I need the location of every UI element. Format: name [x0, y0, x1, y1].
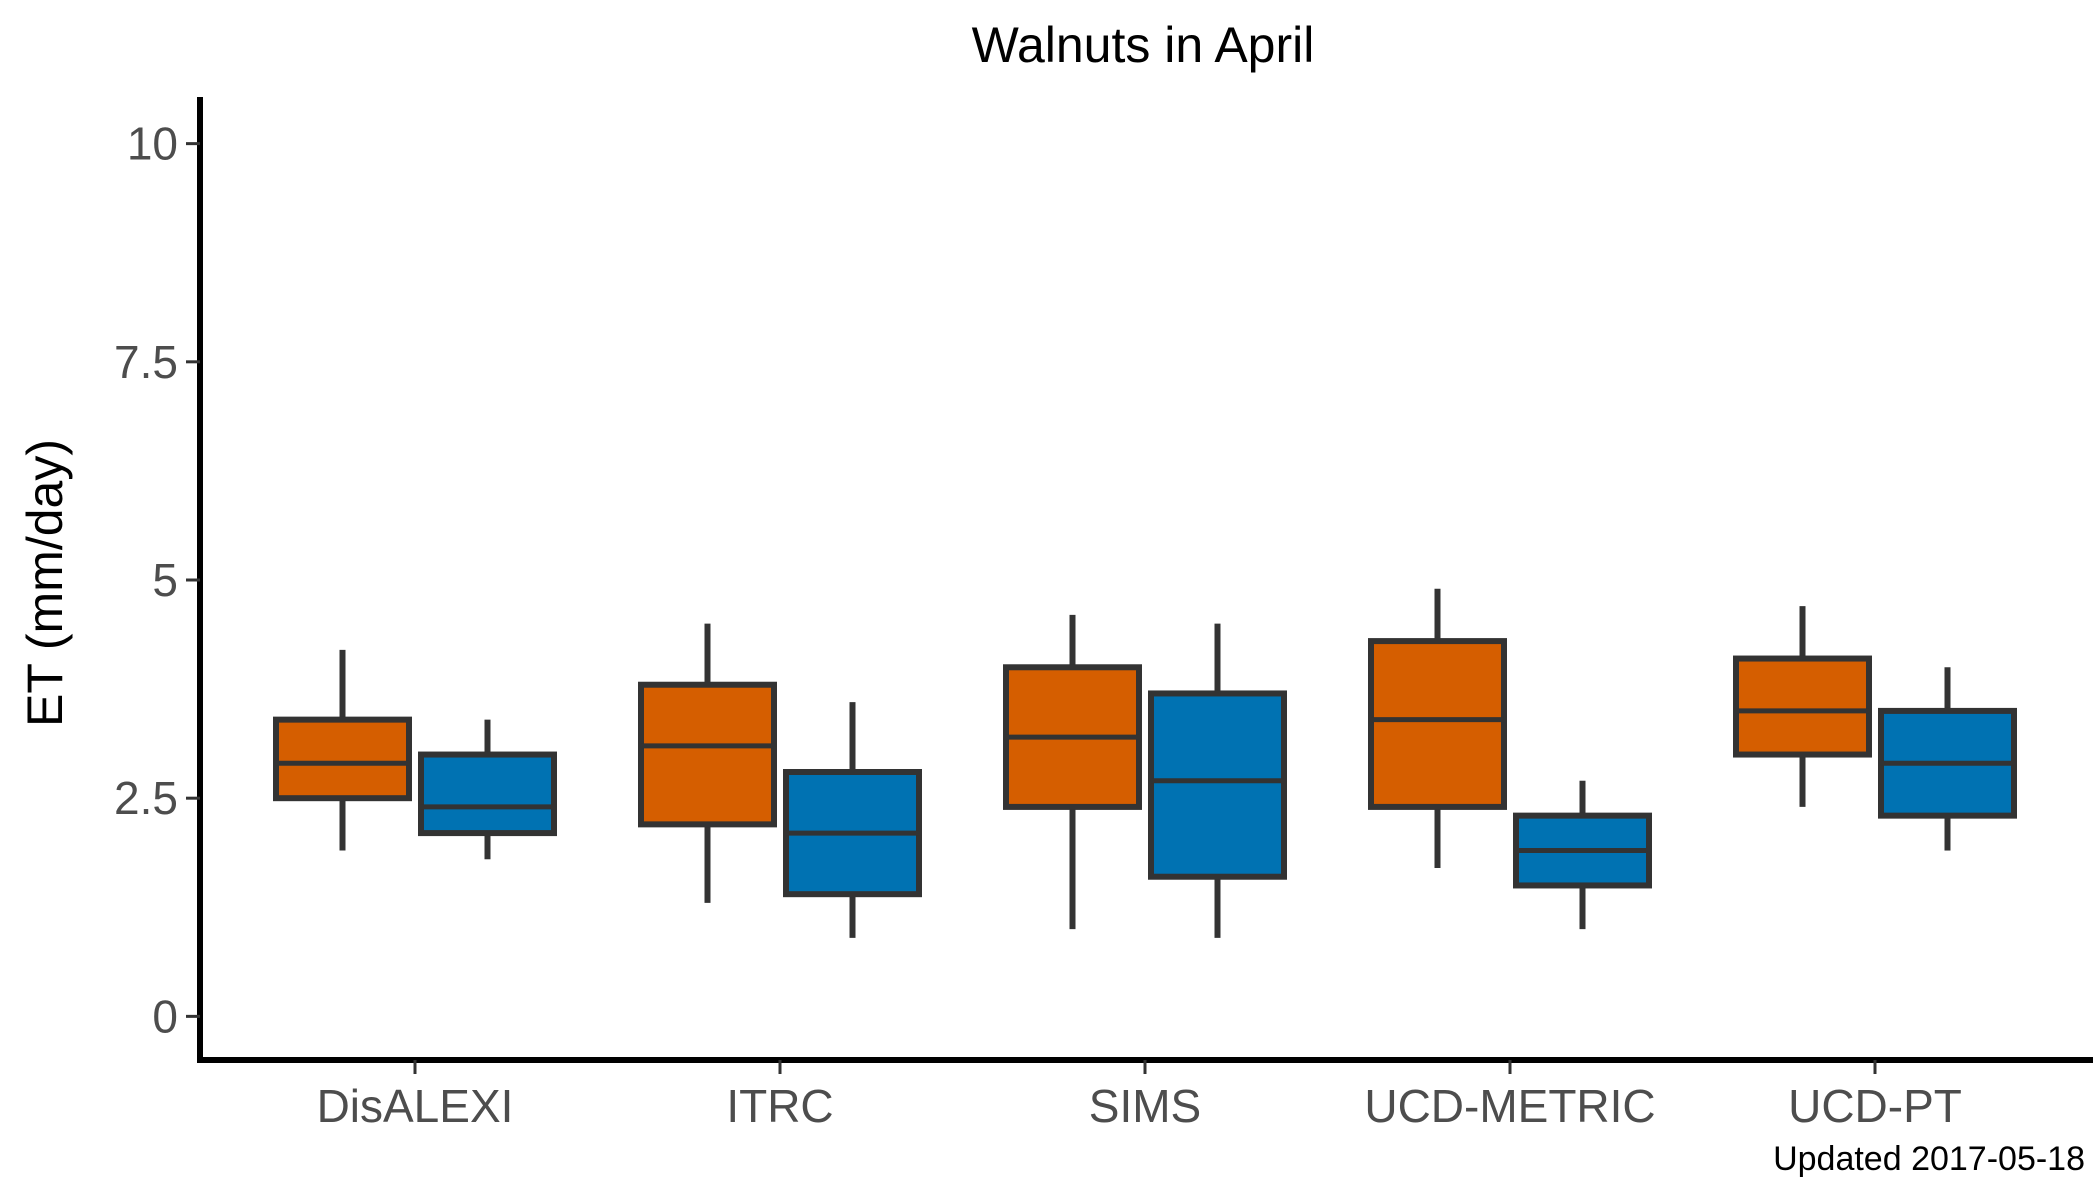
- x-tick-label: UCD-PT: [1788, 1080, 1962, 1132]
- x-tick-label: UCD-METRIC: [1364, 1080, 1655, 1132]
- y-tick-label: 5: [152, 554, 178, 606]
- chart-title: Walnuts in April: [972, 17, 1315, 73]
- box: [418, 751, 557, 837]
- updated-caption: Updated 2017-05-18: [1773, 1140, 2085, 1178]
- x-tick-label: ITRC: [726, 1080, 833, 1132]
- y-tick-label: 10: [127, 118, 178, 170]
- y-tick-label: 7.5: [114, 336, 178, 388]
- y-tick-label: 2.5: [114, 772, 178, 824]
- y-tick-label: 0: [152, 990, 178, 1042]
- box: [638, 681, 777, 828]
- y-axis-label: ET (mm/day): [17, 439, 73, 727]
- box: [1733, 655, 1872, 758]
- x-tick-label: DisALEXI: [317, 1080, 514, 1132]
- box: [1368, 638, 1507, 810]
- box: [1148, 690, 1287, 880]
- plot-area: 0 2.5 5 7.5 10 DisALEXI ITRC SIMS UCD-METRIC UCD-…: [114, 97, 2093, 1132]
- box: [273, 716, 412, 802]
- x-tick-label: SIMS: [1089, 1080, 1201, 1132]
